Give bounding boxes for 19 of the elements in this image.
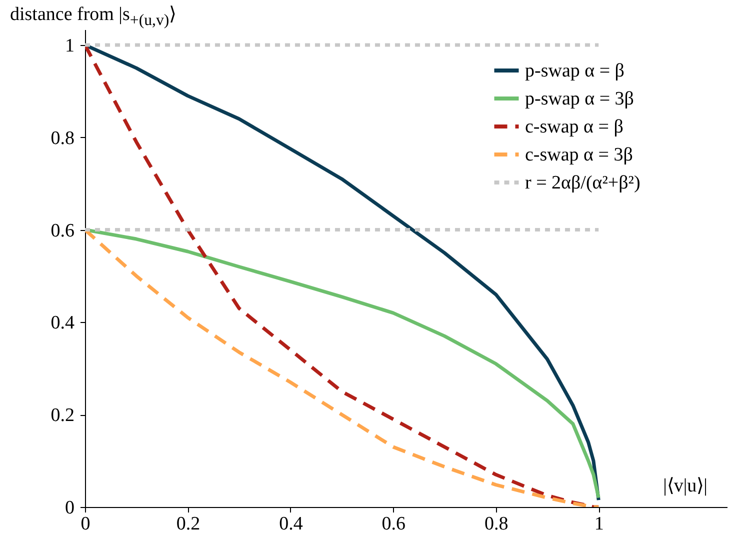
legend-label: p-swap α = β <box>525 60 624 82</box>
y-tick-label: 0 <box>65 498 74 518</box>
x-tick-label: 0 <box>80 514 90 534</box>
y-axis-title: distance from |s$_{+(u,v)}$⟩ <box>10 2 180 30</box>
x-tick-label: 0.8 <box>484 514 508 534</box>
y-tick-label: 0.2 <box>50 405 74 426</box>
x-tick-label: 0.2 <box>176 514 200 534</box>
x-tick-label: 1 <box>594 514 604 534</box>
y-tick-label: 0.6 <box>50 220 74 242</box>
x-tick-label: 0.4 <box>279 514 304 534</box>
legend-label: c-swap α = β <box>525 116 624 138</box>
legend-label: c-swap α = 3β <box>525 144 633 166</box>
y-tick-label: 0.4 <box>50 312 75 334</box>
x-tick-label: 0.6 <box>382 514 406 534</box>
y-tick-label: 0.8 <box>50 128 74 149</box>
legend-label: p-swap α = 3β <box>525 88 634 110</box>
legend-label: r = 2αβ/(α²+β²) <box>525 172 640 194</box>
y-tick-label: 1 <box>65 35 74 56</box>
x-axis-title: |⟨v|u⟩| <box>663 476 708 496</box>
